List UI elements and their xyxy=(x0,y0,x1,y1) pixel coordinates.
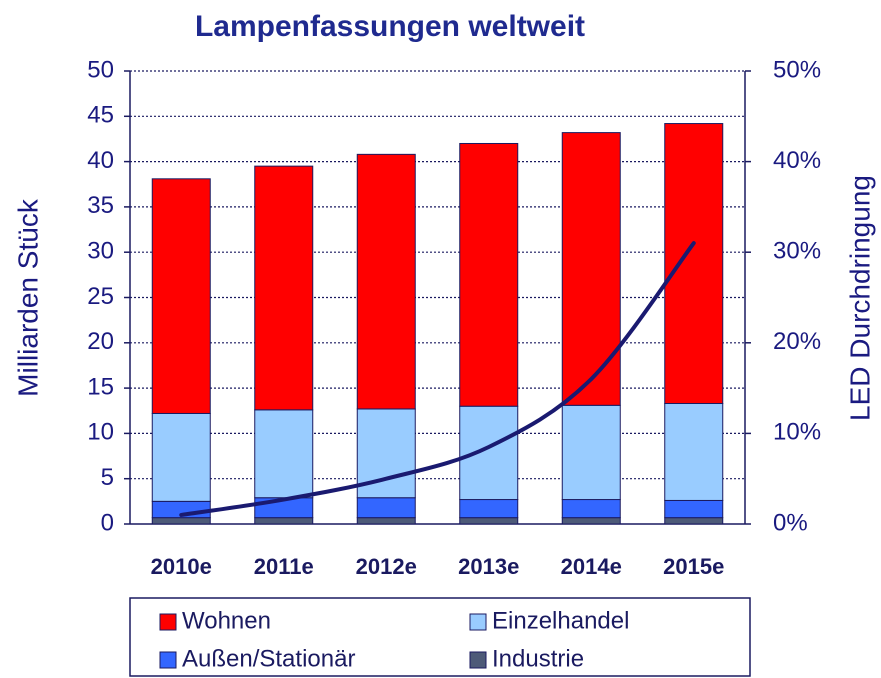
y-tick-label: 5 xyxy=(101,464,114,491)
bar-segment xyxy=(459,499,519,519)
y-tick-label: 10 xyxy=(87,419,114,446)
bar-segment xyxy=(664,517,724,525)
bar-segment xyxy=(664,403,724,501)
bar-segment xyxy=(356,517,416,525)
y2-tick-label: 0% xyxy=(773,509,808,536)
bar-segment xyxy=(459,405,519,501)
legend-label: Wohnen xyxy=(182,607,271,634)
legend-swatch xyxy=(159,651,177,669)
bar-segment xyxy=(254,409,314,499)
y-tick-label: 20 xyxy=(87,328,114,355)
x-tick-label: 2013e xyxy=(458,554,519,579)
y-tick-label: 30 xyxy=(87,238,114,265)
legend-swatch xyxy=(469,613,487,631)
bar-segment xyxy=(151,178,211,414)
bar-segment xyxy=(254,165,314,411)
y2-tick-label: 50% xyxy=(773,56,821,83)
bar-segment xyxy=(459,142,519,407)
legend-swatch xyxy=(159,613,177,631)
chart-title: Lampenfassungen weltweit xyxy=(195,10,585,43)
bar-segment xyxy=(254,517,314,525)
y-tick-label: 25 xyxy=(87,283,114,310)
bar-segment xyxy=(561,404,621,501)
line xyxy=(179,241,696,517)
y-tick-label: 0 xyxy=(101,509,114,536)
y-tick-label: 40 xyxy=(87,147,114,174)
y2-tick-label: 20% xyxy=(773,328,821,355)
y2-tick-label: 10% xyxy=(773,419,821,446)
bar-segment xyxy=(561,517,621,525)
bar-segment xyxy=(151,412,211,502)
y2-axis-label: LED Durchdringung xyxy=(844,175,875,421)
x-tick-label: 2010e xyxy=(151,554,212,579)
bar-segment xyxy=(356,153,416,410)
y-axis-label: Milliarden Stück xyxy=(12,198,43,397)
bar-segment xyxy=(356,497,416,519)
y-tick-label: 50 xyxy=(87,56,114,83)
legend-label: Außen/Stationär xyxy=(182,645,355,672)
bar-segment xyxy=(459,517,519,525)
y-tick-label: 35 xyxy=(87,192,114,219)
bar-segment xyxy=(151,517,211,525)
legend-label: Einzelhandel xyxy=(492,607,629,634)
y2-tick-label: 40% xyxy=(773,147,821,174)
legend-swatch xyxy=(469,651,487,669)
x-tick-label: 2015e xyxy=(663,554,724,579)
x-tick-label: 2011e xyxy=(254,554,314,579)
x-tick-label: 2012e xyxy=(356,554,417,579)
bar-segment xyxy=(561,499,621,519)
x-tick-label: 2014e xyxy=(561,554,622,579)
y2-tick-label: 30% xyxy=(773,238,821,265)
legend-label: Industrie xyxy=(492,645,584,672)
legend-box xyxy=(129,597,751,677)
bar-segment xyxy=(664,123,724,405)
bar-segment xyxy=(664,499,724,519)
bar-segment xyxy=(561,132,621,406)
y-tick-label: 45 xyxy=(87,102,114,129)
y-tick-label: 15 xyxy=(87,373,114,400)
